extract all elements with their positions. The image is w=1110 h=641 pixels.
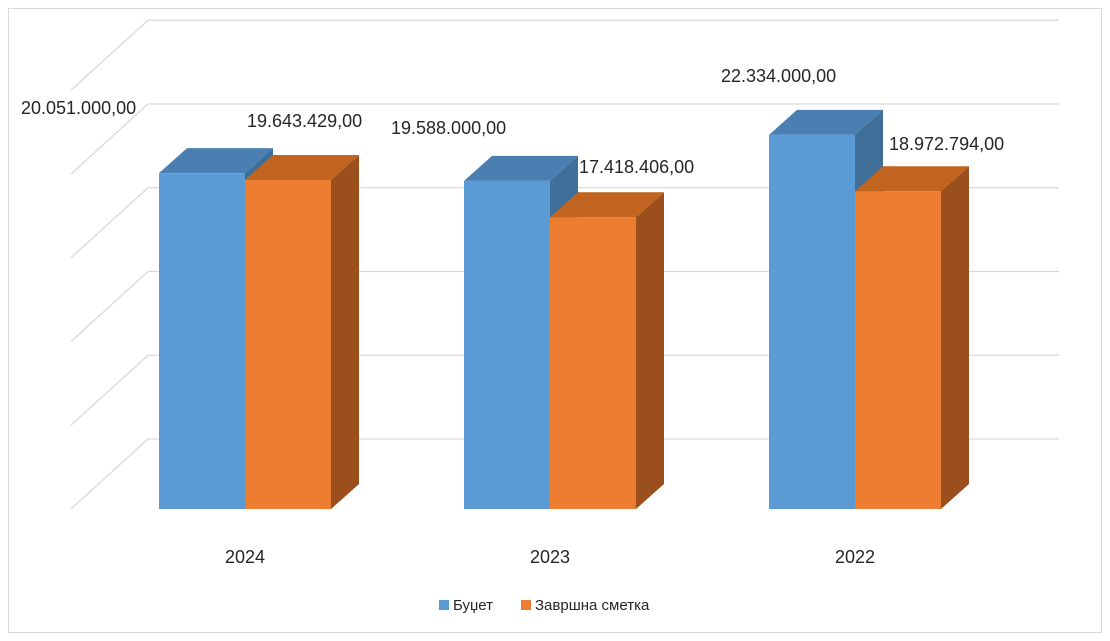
chart-frame: 20.051.000,00 19.643.429,00 19.588.000,00 1… [8,8,1102,633]
legend-swatch [521,600,531,610]
bar-front [245,179,331,509]
gridline-depth [70,271,149,342]
category-labels: 2024 2023 2022 [225,547,875,567]
bar-side [636,192,664,509]
bar-top [159,148,273,174]
legend-label: Завршна сметка [535,597,650,614]
bar-2023-final-account [550,192,664,509]
bar-front [855,191,941,510]
category-label: 2024 [225,547,265,567]
bar-chart: 20.051.000,00 19.643.429,00 19.588.000,00 1… [21,19,1059,614]
bar-front [159,173,245,509]
bar-top [464,155,578,181]
data-label: 19.643.429,00 [247,111,362,131]
bar-top [855,166,969,192]
legend: Буџет Завршна сметка [439,597,650,614]
gridline-depth [70,19,149,91]
legend-label: Буџет [453,597,493,614]
data-label: 22.334.000,00 [721,66,836,86]
bar-top [550,192,664,218]
data-label: 17.418.406,00 [579,157,694,177]
bar-front [769,134,855,509]
bar-side [941,166,969,510]
data-labels: 20.051.000,00 19.643.429,00 19.588.000,00 1… [21,66,1004,177]
bar-front [550,217,636,509]
bars [159,109,969,510]
data-label: 20.051.000,00 [21,98,136,118]
bar-front [464,180,550,509]
category-label: 2022 [835,547,875,567]
bar-2024-final-account [245,154,359,509]
gridline-depth [70,438,149,510]
gridline-depth [70,354,149,426]
category-label: 2023 [530,547,570,567]
bar-top [245,154,359,180]
legend-item-final-account: Завршна сметка [521,597,650,614]
gridline-depth [70,187,149,259]
gridline-depth [70,103,149,175]
bar-2022-final-account [855,166,969,510]
data-label: 18.972.794,00 [889,134,1004,154]
legend-item-budget: Буџет [439,597,493,614]
legend-swatch [439,600,449,610]
bar-side [331,154,359,509]
bar-top [769,109,883,135]
data-label: 19.588.000,00 [391,118,506,138]
